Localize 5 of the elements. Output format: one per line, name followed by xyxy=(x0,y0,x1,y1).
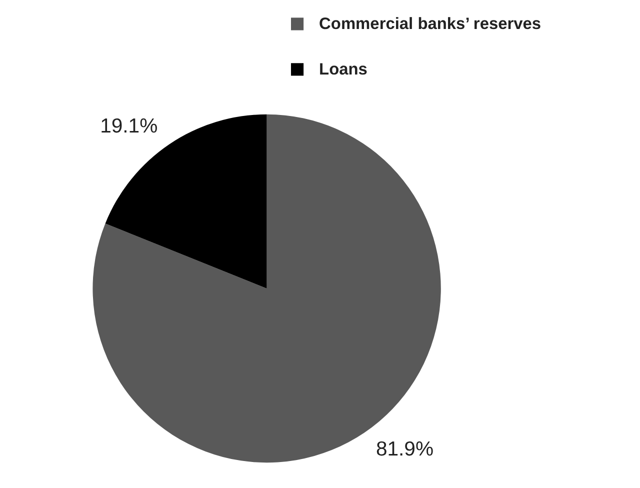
pie-slice xyxy=(92,114,441,462)
legend-label: Loans xyxy=(319,60,368,78)
data-label: 19.1% xyxy=(100,115,158,138)
legend-label: Commercial banks’ reserves xyxy=(319,14,542,33)
data-label: 81.9% xyxy=(376,438,434,460)
